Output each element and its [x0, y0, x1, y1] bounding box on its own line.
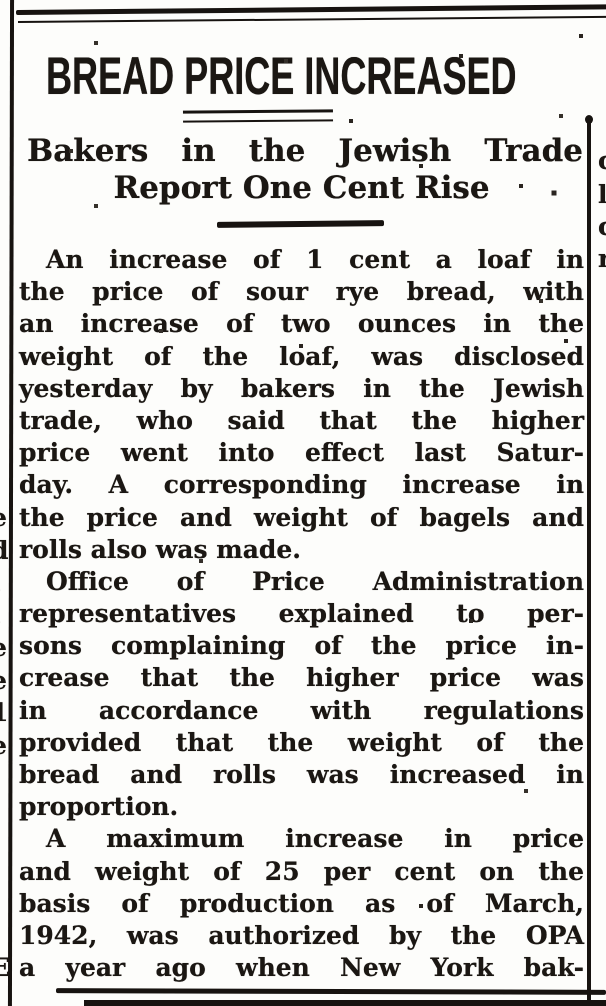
article-line: in accordance with regulations	[19, 695, 584, 725]
top-rule-thin	[17, 15, 606, 24]
left-column-text-fragment: e	[0, 505, 7, 530]
article-line: provided that the weight of the	[19, 727, 584, 757]
left-column-text-fragment: l	[0, 602, 1, 627]
article-line: price went into effect last Satur-	[19, 438, 584, 468]
article-line: sons complaining of the price in-	[19, 631, 584, 661]
right-column-rule	[585, 115, 593, 1006]
left-column-text-fragment: e	[0, 635, 7, 660]
bottom-rule	[55, 988, 606, 995]
article-line: bread and rolls was increased in	[19, 760, 584, 789]
right-column-text-fragment: r	[598, 244, 606, 273]
left-column-text-fragment: E	[0, 953, 11, 982]
article-line: and weight of 25 per cent on the	[19, 856, 584, 886]
right-column-text-fragment: c	[598, 212, 606, 241]
left-column-rule	[7, 0, 15, 1006]
article-line: A maximum increase in price	[46, 824, 584, 854]
left-column-text-fragment: d	[0, 538, 8, 563]
left-column-text-fragment: e	[0, 668, 7, 693]
article-line: rolls also was made.	[19, 534, 302, 564]
article-line: proportion.	[19, 792, 179, 822]
article-line: basis of production as of March,	[19, 888, 584, 918]
article-line: Office of Price Administration	[46, 566, 584, 596]
bottom-edge-rule	[84, 1000, 606, 1006]
article-headline: BREAD PRICE INCREASED	[46, 47, 517, 106]
article-line: trade, who said that the higher	[19, 405, 584, 435]
right-column-text-fragment: l	[598, 180, 606, 209]
scan-noise-speckles	[0, 0, 2, 2]
article-line: 1942, was authorized by the OPA	[19, 920, 584, 950]
left-column-text-fragment: e	[0, 733, 7, 758]
article-line: yesterday by bakers in the Jewish	[19, 373, 584, 403]
article-line: a year ago when New York bak-	[19, 953, 584, 983]
left-column-text-fragment: l	[0, 570, 1, 595]
headline-divider-rule	[182, 109, 334, 123]
article-line: representatives explained to per-	[19, 599, 584, 629]
article-body: An increase of 1 cent a loaf in the pric…	[19, 244, 584, 984]
article-line: an increase of two ounces in the	[19, 309, 584, 339]
right-column-text-fragment: c	[598, 146, 606, 175]
article-line: weight of the loaf, was disclosed	[19, 341, 584, 371]
article-line: day. A corresponding increase in	[19, 470, 584, 500]
article-line: crease that the higher price was	[19, 663, 584, 693]
article-subhead-line: Bakers in the Jewish Trade	[27, 133, 583, 169]
article-line: the price and weight of bagels and	[19, 502, 584, 532]
left-column-text-fragment: 1	[0, 700, 8, 725]
article-line: An increase of 1 cent a loaf in	[46, 245, 584, 274]
top-rule-thick	[15, 4, 606, 15]
article-subhead-line: Report One Cent Rise	[113, 170, 490, 206]
subhead-divider-rule	[216, 220, 385, 228]
article-line: the price of sour rye bread, with	[19, 277, 584, 307]
